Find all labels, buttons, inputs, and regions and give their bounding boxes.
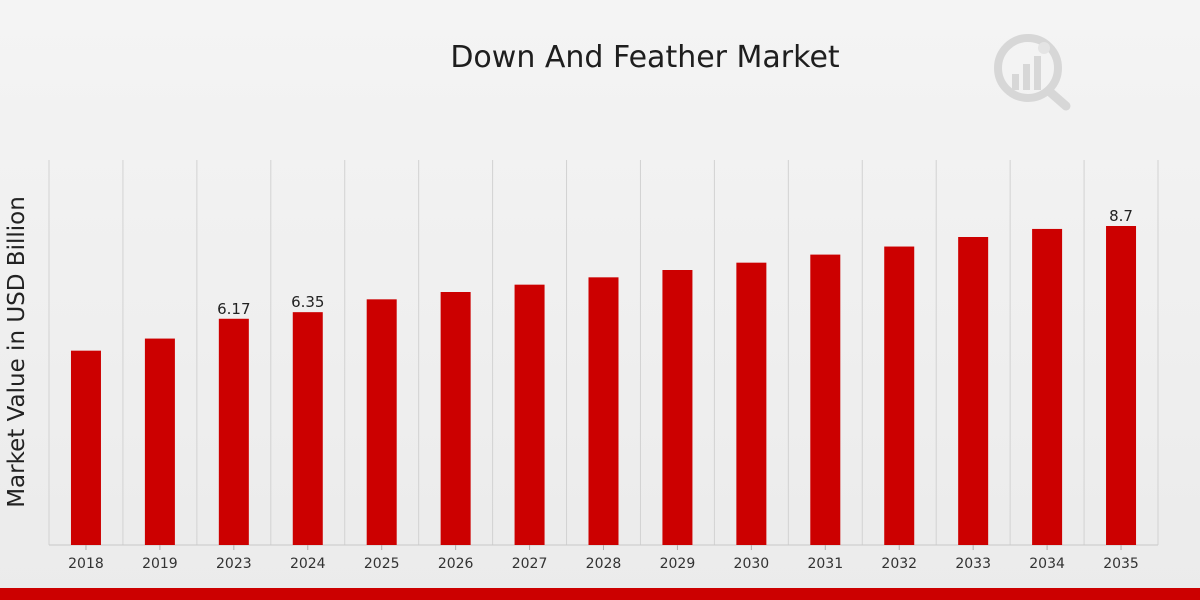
x-tick-label: 2025 bbox=[364, 556, 400, 572]
bar-2025 bbox=[366, 299, 397, 545]
x-tick-label: 2026 bbox=[438, 556, 474, 572]
bar-2023 bbox=[218, 318, 249, 545]
bar-2028 bbox=[588, 277, 619, 545]
x-tick-label: 2024 bbox=[290, 556, 326, 572]
bar-2019 bbox=[144, 338, 175, 545]
x-tick-label: 2018 bbox=[68, 556, 104, 572]
bar-2034 bbox=[1032, 228, 1063, 545]
bar-2030 bbox=[736, 262, 767, 545]
data-label: 8.7 bbox=[1109, 207, 1133, 225]
data-label: 6.35 bbox=[291, 293, 324, 311]
bar-2024 bbox=[292, 312, 323, 545]
x-tick-label: 2028 bbox=[586, 556, 622, 572]
bar-2032 bbox=[884, 246, 915, 546]
bar-2027 bbox=[514, 284, 545, 545]
bar-2018 bbox=[70, 350, 101, 545]
x-tick-label: 2019 bbox=[142, 556, 178, 572]
bar-chart-magnifier-logo bbox=[994, 34, 1071, 111]
bar-2035 bbox=[1106, 226, 1137, 545]
x-tick-label: 2034 bbox=[1029, 556, 1065, 572]
bottom-accent-band bbox=[0, 588, 1200, 600]
bar-2026 bbox=[440, 292, 471, 545]
x-tick-label: 2023 bbox=[216, 556, 252, 572]
bar-2033 bbox=[958, 237, 989, 545]
x-tick-label: 2035 bbox=[1103, 556, 1139, 572]
chart-title: Down And Feather Market bbox=[450, 40, 840, 75]
x-tick-label: 2033 bbox=[955, 556, 991, 572]
bar-2029 bbox=[662, 270, 693, 545]
x-tick-label: 2030 bbox=[734, 556, 770, 572]
bar-2031 bbox=[810, 254, 841, 545]
x-tick-label: 2031 bbox=[807, 556, 843, 572]
x-tick-label: 2032 bbox=[881, 556, 917, 572]
data-label: 6.17 bbox=[217, 300, 250, 318]
x-tick-label: 2029 bbox=[660, 556, 696, 572]
x-tick-label: 2027 bbox=[512, 556, 548, 572]
